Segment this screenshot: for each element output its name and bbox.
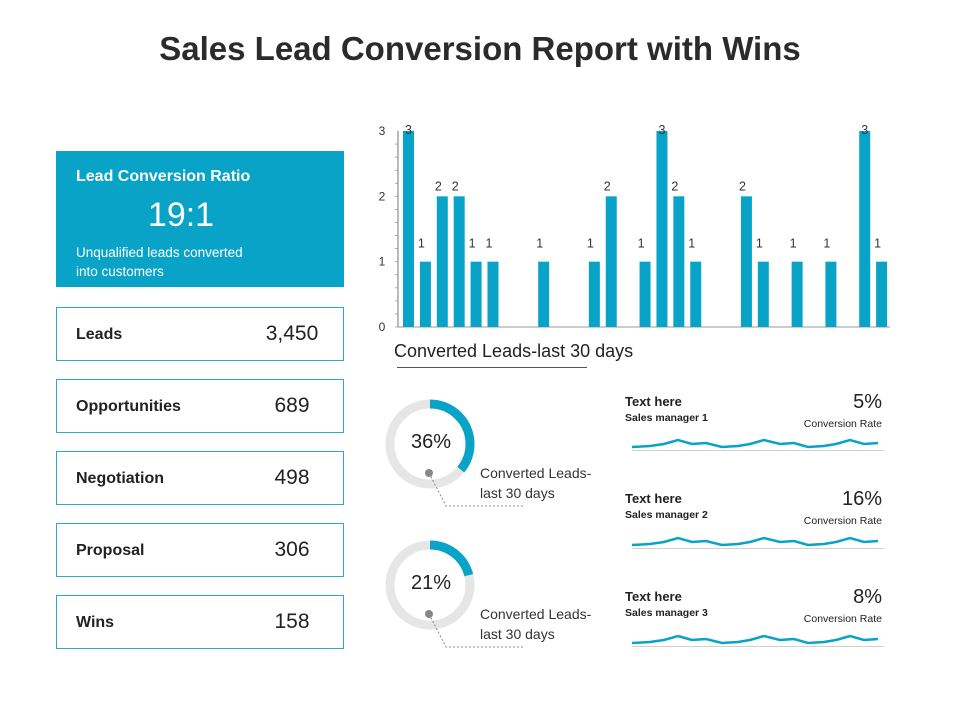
ratio-description: Unqualified leads converted into custome… <box>76 245 243 279</box>
bar-data-label: 2 <box>604 179 611 193</box>
ratio-label: Lead Conversion Ratio <box>76 168 251 185</box>
stat-value: 689 <box>274 394 310 417</box>
bar <box>656 131 668 327</box>
bar <box>639 261 651 327</box>
ratio-value: 19:1 <box>147 196 215 234</box>
manager-1-rate-label: Conversion Rate <box>803 418 882 430</box>
donut-caption: Converted Leads- last 30 days <box>480 606 592 642</box>
donut-percent: 21% <box>410 572 452 594</box>
manager-2-rate-label: Conversion Rate <box>803 515 882 527</box>
bar <box>690 261 702 327</box>
donut-chart-2 <box>385 540 475 630</box>
bar-data-label: 3 <box>658 123 665 137</box>
bar-data-label: 1 <box>587 237 594 251</box>
bar-data-label: 1 <box>874 237 881 251</box>
caption-underline <box>397 367 587 368</box>
bar-data-label: 3 <box>405 123 412 137</box>
bar <box>403 131 414 327</box>
bar <box>673 196 685 327</box>
donut-leader-line <box>425 469 524 507</box>
bar-data-label: 1 <box>469 237 476 251</box>
bar <box>757 261 769 327</box>
donut-value-arc <box>385 540 475 630</box>
manager-3-percent: 8% <box>853 586 882 608</box>
y-tick-label: 2 <box>379 189 386 203</box>
donut-caption: Converted Leads- last 30 days <box>480 465 592 501</box>
stat-card-opportunities: Opportunities 689 <box>56 379 344 433</box>
lead-conversion-ratio-card: Lead Conversion Ratio 19:1 Unqualified l… <box>56 151 344 287</box>
bar <box>436 196 448 327</box>
bar <box>859 131 871 327</box>
stat-label: Opportunities <box>76 398 181 415</box>
stat-value: 158 <box>274 610 310 633</box>
stat-label: Negotiation <box>76 470 164 487</box>
bar <box>470 261 482 327</box>
manager-2-percent: 16% <box>841 488 882 510</box>
stat-value: 3,450 <box>265 322 319 345</box>
bar-data-label: 1 <box>790 237 797 251</box>
manager-3-rate-label: Conversion Rate <box>803 613 882 625</box>
bar <box>588 261 600 327</box>
bar-data-label: 3 <box>861 123 868 137</box>
donut-leader-line <box>425 610 524 648</box>
bar <box>538 261 550 327</box>
bar <box>791 261 803 327</box>
stat-card-leads: Leads 3,450 <box>56 307 344 361</box>
bar-data-label: 1 <box>688 237 695 251</box>
y-tick-label: 1 <box>379 255 386 269</box>
manager-2-sparkline <box>632 536 884 549</box>
stat-label: Leads <box>76 326 123 343</box>
bar <box>825 261 837 327</box>
manager-1-title: Text here <box>625 394 682 409</box>
stat-card-negotiation: Negotiation 498 <box>56 451 344 505</box>
report-title: Sales Lead Conversion Report with Wins <box>159 30 801 67</box>
stat-value: 306 <box>274 538 310 561</box>
bar-data-label: 2 <box>739 179 746 193</box>
y-tick-label: 0 <box>379 320 386 334</box>
manager-1-name: Sales manager 1 <box>625 412 708 424</box>
bar-data-label: 1 <box>756 237 763 251</box>
bar <box>419 261 431 327</box>
bar <box>605 196 617 327</box>
bar-data-label: 1 <box>638 237 645 251</box>
stat-label: Wins <box>76 614 115 631</box>
bar-data-label: 1 <box>418 237 425 251</box>
bar-data-label: 2 <box>452 179 459 193</box>
bar-data-label: 2 <box>435 179 442 193</box>
manager-1-percent: 5% <box>853 391 882 413</box>
y-tick-label: 3 <box>379 124 386 138</box>
stat-card-proposal: Proposal 306 <box>56 523 344 577</box>
bar <box>876 261 888 327</box>
stat-label: Proposal <box>76 542 145 559</box>
manager-3-sparkline <box>632 634 884 647</box>
bar-data-label: 1 <box>536 237 543 251</box>
bar-data-label: 1 <box>823 237 830 251</box>
chart-caption: Converted Leads-last 30 days <box>394 341 634 361</box>
bar <box>487 261 499 327</box>
bar <box>453 196 465 327</box>
bar-data-label: 2 <box>671 179 678 193</box>
stat-card-wins: Wins 158 <box>56 595 344 649</box>
donut-percent: 36% <box>410 431 452 453</box>
manager-3-title: Text here <box>625 589 682 604</box>
bar-data-label: 1 <box>486 237 493 251</box>
bar <box>740 196 752 327</box>
stat-value: 498 <box>274 466 310 489</box>
donut-chart-1 <box>385 399 475 489</box>
manager-2-name: Sales manager 2 <box>625 509 708 521</box>
donut-value-arc <box>385 399 475 489</box>
manager-3-name: Sales manager 3 <box>625 607 708 619</box>
manager-1-sparkline <box>632 438 884 451</box>
manager-2-title: Text here <box>625 491 682 506</box>
